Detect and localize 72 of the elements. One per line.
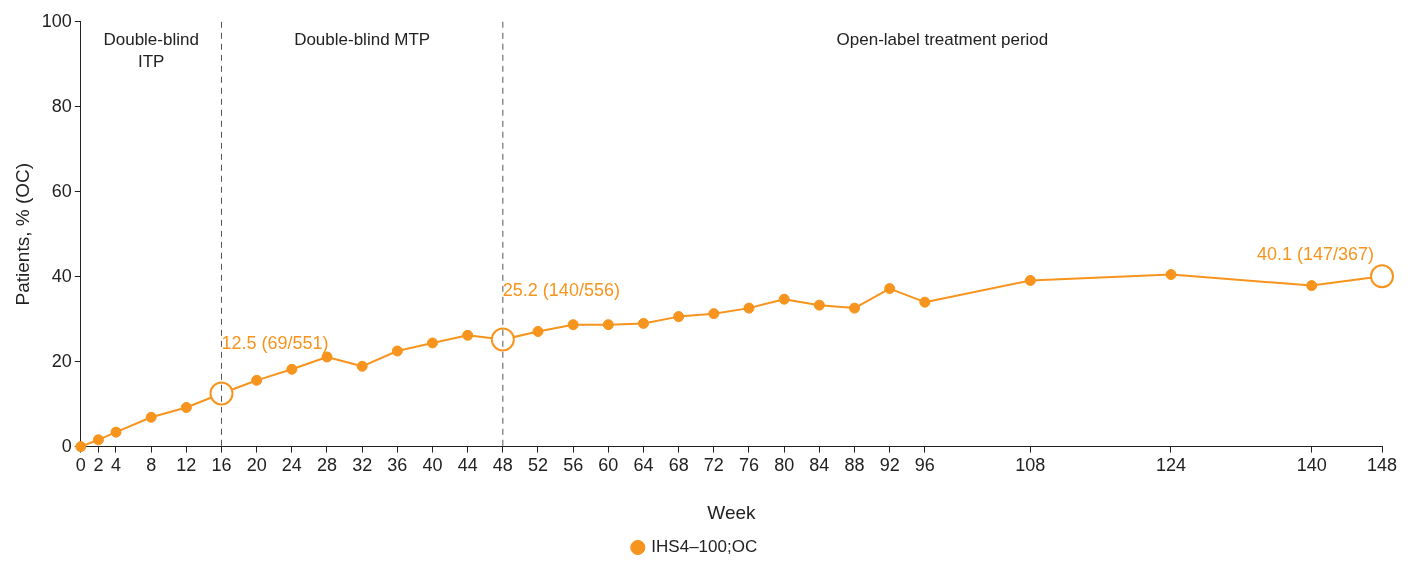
- x-tick-label: 36: [387, 455, 408, 476]
- point: [321, 351, 333, 363]
- x-tick-label: 28: [316, 455, 338, 476]
- y-tick-label: 60: [51, 180, 72, 201]
- point: [743, 302, 755, 314]
- point: [356, 360, 368, 372]
- legend-label: IHS4–100;OC: [651, 537, 758, 557]
- annotation: Double-blind ITP: [103, 29, 199, 71]
- y-tick-label: 0: [61, 435, 72, 456]
- point: [708, 308, 720, 320]
- point: [427, 337, 438, 349]
- point: [602, 319, 614, 331]
- point: [75, 441, 87, 453]
- annotation: 12.5 (69/551): [221, 333, 329, 354]
- point: [251, 374, 263, 386]
- point: [92, 434, 104, 446]
- y-tick-label: 40: [51, 265, 72, 286]
- point: [919, 296, 931, 308]
- x-tick-label: 16: [211, 455, 232, 476]
- x-tick-label: 56: [563, 455, 584, 476]
- point: [110, 426, 122, 438]
- x-tick-label: 20: [246, 455, 267, 476]
- point: [567, 319, 579, 331]
- x-tick-label: 148: [1366, 455, 1398, 476]
- x-tick-label: 88: [844, 455, 865, 476]
- x-tick-label: 4: [110, 455, 122, 476]
- x-tick-label: 60: [598, 455, 619, 476]
- point: [673, 311, 685, 323]
- y-tick-label: 100: [41, 10, 72, 31]
- x-tick-label: 24: [281, 455, 302, 476]
- y-tick-label: 80: [51, 95, 72, 116]
- point: [286, 363, 298, 375]
- x-tick-label: 96: [914, 455, 935, 476]
- annotation: Open-label treatment period: [836, 29, 1049, 49]
- x-tick-label: 48: [492, 455, 513, 476]
- x-tick-label: 0: [75, 455, 86, 476]
- x-tick-label: 140: [1296, 455, 1327, 476]
- point: [145, 411, 157, 423]
- point: [1165, 269, 1177, 281]
- annotation: 25.2 (140/556): [502, 279, 620, 300]
- x-tick-label: 92: [879, 455, 900, 476]
- x-tick-label: 72: [703, 455, 724, 476]
- annotation: Double-blind MTP: [294, 29, 431, 49]
- point: [532, 325, 544, 337]
- x-tick-label: 52: [527, 455, 549, 476]
- point: [778, 293, 790, 305]
- point: [180, 402, 192, 414]
- x-tick-label: 108: [1015, 455, 1046, 476]
- point: [813, 299, 825, 311]
- point: [1306, 280, 1318, 292]
- x-tick-label: 64: [633, 455, 654, 476]
- x-tick-label: 40: [422, 455, 443, 476]
- x-tick-label: 2: [93, 455, 104, 476]
- y-axis-title: Patients, % (OC): [11, 162, 33, 306]
- annotation: 40.1 (147/367): [1256, 244, 1374, 265]
- x-tick-label: 12: [176, 455, 197, 476]
- point: [1024, 275, 1036, 286]
- point: [638, 317, 649, 329]
- x-tick-label: 44: [457, 455, 478, 476]
- x-tick-label: 124: [1155, 455, 1187, 476]
- x-tick-label: 84: [809, 455, 830, 476]
- x-tick-label: 80: [774, 455, 795, 476]
- x-tick-label: 8: [146, 455, 157, 476]
- point: [462, 329, 474, 341]
- y-tick-label: 20: [51, 350, 72, 371]
- point: [391, 345, 403, 357]
- point: [849, 302, 860, 314]
- x-axis-title: Week: [707, 501, 757, 523]
- x-tick-label: 32: [352, 455, 373, 476]
- point: [884, 283, 896, 295]
- x-tick-label: 76: [738, 455, 760, 476]
- x-tick-label: 68: [668, 455, 689, 476]
